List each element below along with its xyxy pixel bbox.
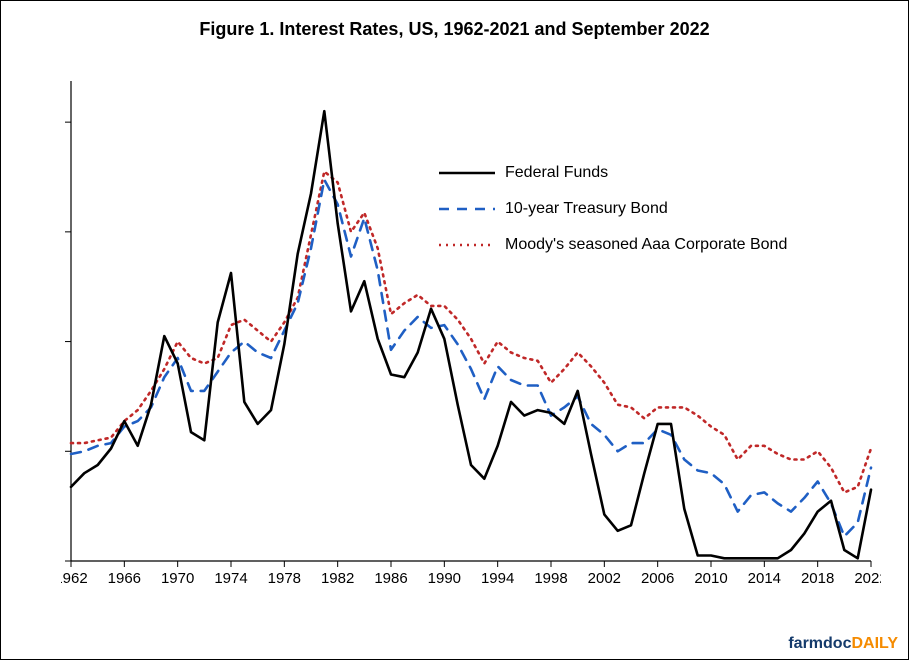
svg-text:1994: 1994	[481, 570, 514, 587]
legend-item-federal-funds: Federal Funds	[439, 163, 787, 183]
svg-text:1962: 1962	[61, 570, 88, 587]
footer-brand-left: farmdoc	[788, 635, 851, 652]
svg-text:1970: 1970	[161, 570, 194, 587]
legend: Federal Funds 10-year Treasury Bond Moody'…	[439, 163, 787, 271]
legend-label: Federal Funds	[505, 164, 608, 182]
svg-text:1974: 1974	[214, 570, 247, 587]
footer-brand-right: DAILY	[851, 635, 898, 652]
legend-label: Moody's seasoned Aaa Corporate Bond	[505, 236, 787, 254]
plot-area: 0%4%8%12%16%1962196619701974197819821986…	[61, 71, 881, 591]
legend-item-treasury-10yr: 10-year Treasury Bond	[439, 199, 787, 219]
legend-label: 10-year Treasury Bond	[505, 200, 668, 218]
legend-swatch	[439, 163, 495, 183]
svg-text:1966: 1966	[108, 570, 141, 587]
chart-container: Figure 1. Interest Rates, US, 1962-2021 …	[0, 0, 909, 660]
svg-text:1990: 1990	[428, 570, 461, 587]
legend-swatch	[439, 199, 495, 219]
footer-brand: farmdocDAILY	[788, 635, 898, 653]
svg-text:2018: 2018	[801, 570, 834, 587]
legend-swatch	[439, 235, 495, 255]
svg-text:1982: 1982	[321, 570, 354, 587]
svg-text:1986: 1986	[374, 570, 407, 587]
svg-text:2002: 2002	[588, 570, 621, 587]
plot-svg: 0%4%8%12%16%1962196619701974197819821986…	[61, 71, 881, 591]
svg-text:1978: 1978	[268, 570, 301, 587]
legend-item-moodys-aaa: Moody's seasoned Aaa Corporate Bond	[439, 235, 787, 255]
chart-title: Figure 1. Interest Rates, US, 1962-2021 …	[1, 19, 908, 40]
svg-text:2014: 2014	[748, 570, 781, 587]
svg-text:2006: 2006	[641, 570, 674, 587]
svg-text:2022: 2022	[854, 570, 881, 587]
svg-text:2010: 2010	[694, 570, 727, 587]
svg-text:1998: 1998	[534, 570, 567, 587]
